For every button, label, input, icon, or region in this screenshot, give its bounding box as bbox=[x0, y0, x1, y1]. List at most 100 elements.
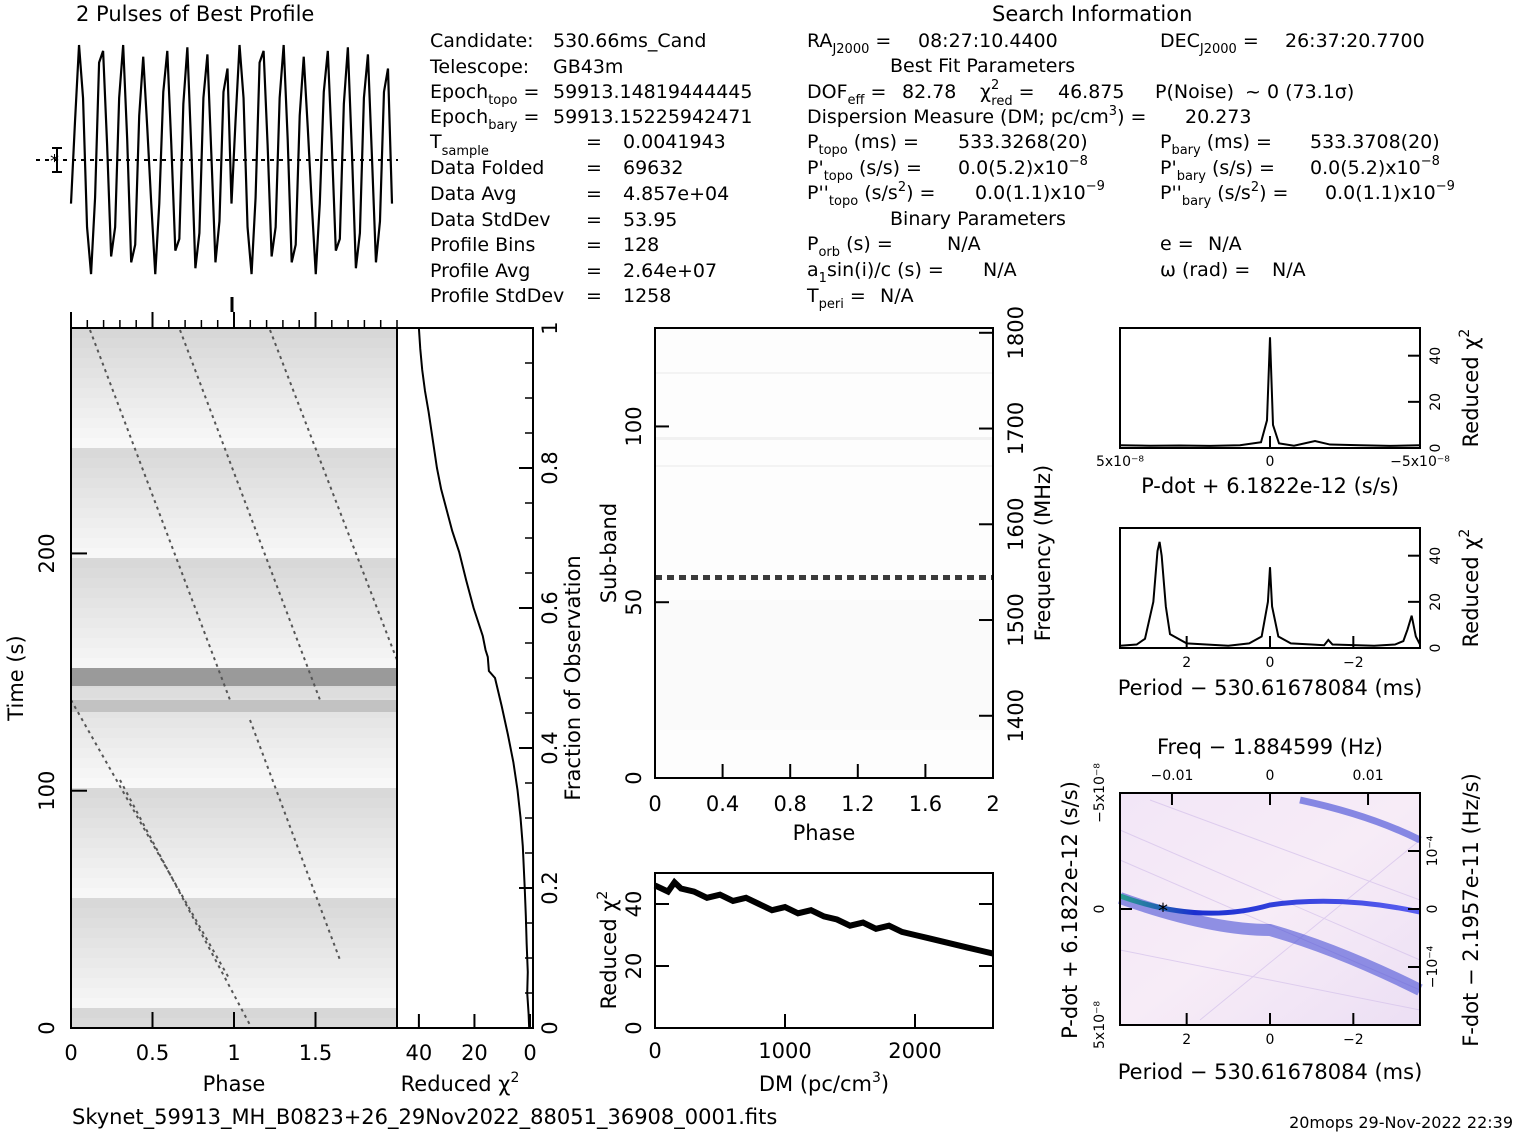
period-ytick-label: 20 bbox=[1428, 593, 1444, 611]
dm-label: Dispersion Measure (DM; pc/cm3) = bbox=[807, 104, 1146, 128]
pdot-xtick-label: 0 bbox=[1266, 454, 1275, 470]
profile-title: 2 Pulses of Best Profile bbox=[76, 2, 314, 26]
dm-chi2-ticks: 0 1000 2000 0 20 40 bbox=[622, 891, 993, 1063]
ppdot-xtick-label: 0 bbox=[1266, 1032, 1275, 1048]
fraction-chi2-xlabel: Reduced χ2 bbox=[401, 1070, 520, 1096]
time-phase-row bbox=[71, 538, 397, 549]
ppdot-ridge-main bbox=[1117, 892, 1423, 996]
time-phase-row bbox=[71, 938, 397, 949]
ppdot-xlabel: Period − 530.61678084 (ms) bbox=[1118, 1060, 1423, 1084]
ppdot-y2label: F-dot − 2.1957e-11 (Hz/s) bbox=[1459, 773, 1483, 1047]
subband-pulse-gap bbox=[830, 575, 835, 580]
ppdot-top-tick-label: 0 bbox=[1266, 768, 1275, 784]
data-avg-value: 4.857e+04 bbox=[623, 183, 729, 205]
time-phase-row bbox=[71, 768, 397, 779]
time-phase-row bbox=[71, 408, 397, 419]
pdot-chi2-line bbox=[1119, 337, 1421, 447]
subband-xtick-label: 0.8 bbox=[773, 792, 806, 816]
time-phase-row bbox=[71, 568, 397, 579]
pddot-topo-value: 0.0(1.1)x10−9 bbox=[975, 179, 1105, 204]
time-phase-ylabel: Time (s) bbox=[4, 635, 28, 721]
profile-line bbox=[69, 44, 394, 275]
time-phase-row bbox=[71, 488, 397, 499]
time-phase-row bbox=[71, 738, 397, 749]
time-phase-row bbox=[71, 958, 397, 969]
pdot-xtick-label: −5x10⁻⁸ bbox=[1390, 454, 1450, 470]
time-phase-row bbox=[71, 438, 397, 449]
time-phase-row bbox=[71, 888, 397, 899]
dm-chi2-panel: 0 1000 2000 0 20 40 DM (pc/cm3) Reduced χ2 bbox=[595, 872, 994, 1096]
chi2-red-value: 46.875 bbox=[1058, 81, 1124, 103]
subband-xtick-label: 0 bbox=[648, 792, 661, 816]
ppdot-ticks: 2 0 −2 −0.01 0 0.01 5x10⁻⁸ 0 −5x10⁻⁸ −10⁻⁴ 0 10⁻⁴ bbox=[1092, 763, 1441, 1049]
footer-stamp: 20mops 29-Nov-2022 22:39 bbox=[1289, 1113, 1513, 1132]
subband-pulse-gap bbox=[674, 575, 679, 580]
subband-ytick-label: 100 bbox=[622, 406, 646, 446]
time-phase-panel: 0 0.5 1 1.5 0 100 200 Phase Time (s) bbox=[4, 312, 398, 1096]
subband-phase-panel: 0 0.4 0.8 1.2 1.6 2 0 50 100 1400 1500 1600 1700 1800… bbox=[597, 306, 1055, 845]
dof-value: 82.78 bbox=[902, 81, 956, 103]
candidate-value: 530.66ms_Cand bbox=[553, 30, 706, 52]
dm-xtick-label: 0 bbox=[648, 1039, 661, 1063]
time-phase-xtick-label: 1 bbox=[227, 1041, 240, 1065]
fraction-xtick-label: 40 bbox=[406, 1041, 433, 1065]
ppdot-ridge-upper bbox=[1299, 796, 1422, 844]
subband-pulse-gap bbox=[734, 575, 739, 580]
time-phase-xtick-label: 0 bbox=[64, 1041, 77, 1065]
subband-band-gaps bbox=[662, 575, 991, 580]
time-phase-row bbox=[71, 998, 397, 1009]
ppdot-top-label: Freq − 1.884599 (Hz) bbox=[1157, 735, 1383, 759]
time-phase-row bbox=[71, 398, 397, 409]
time-phase-row bbox=[71, 498, 397, 509]
time-phase-row bbox=[71, 378, 397, 389]
subband-y2tick-label: 1400 bbox=[1004, 689, 1028, 742]
time-phase-row bbox=[71, 828, 397, 839]
subband-pulse-gap bbox=[914, 575, 919, 580]
time-phase-row bbox=[71, 918, 397, 929]
subband-pulse-gap bbox=[926, 575, 931, 580]
time-phase-row bbox=[71, 788, 397, 799]
p-bary-label: Pbary (ms) = bbox=[1160, 131, 1272, 158]
period-chi2-line bbox=[1119, 541, 1421, 647]
subband-xtick-label: 1.6 bbox=[909, 792, 942, 816]
data-avg-label: Data Avg bbox=[430, 183, 517, 205]
time-phase-row bbox=[71, 988, 397, 999]
p-noise-label: P(Noise) bbox=[1155, 81, 1234, 103]
pdot-ytick-label: 0 bbox=[1428, 444, 1444, 453]
time-phase-ytick-label: 200 bbox=[35, 533, 59, 573]
time-phase-row bbox=[71, 348, 397, 359]
time-phase-row bbox=[71, 898, 397, 909]
time-phase-row bbox=[71, 578, 397, 589]
chi2-red-label: χ2 red = bbox=[980, 78, 1035, 109]
profile-panel: 2 Pulses of Best Profile * bbox=[36, 2, 398, 312]
subband-y2tick-label: 1700 bbox=[1004, 402, 1028, 455]
time-phase-row bbox=[71, 948, 397, 959]
dof-label: DOFeff = bbox=[807, 81, 886, 108]
profile-avg-eq: = bbox=[586, 260, 602, 282]
dm-ylabel: Reduced χ2 bbox=[595, 891, 621, 1010]
t-sample-eq: = bbox=[586, 131, 602, 153]
time-phase-row bbox=[71, 778, 397, 789]
pdot-topo-value: 0.0(5.2)x10−8 bbox=[958, 154, 1088, 179]
data-stddev-label: Data StdDev bbox=[430, 209, 551, 231]
period-xtick-label: 2 bbox=[1182, 655, 1191, 671]
time-phase-ytick-label: 0 bbox=[35, 1021, 59, 1034]
subband-pulse-gap bbox=[758, 575, 763, 580]
time-phase-row bbox=[71, 838, 397, 849]
epoch-topo-label: Epochtopo = bbox=[430, 81, 539, 108]
time-phase-row bbox=[71, 848, 397, 859]
time-phase-row bbox=[71, 818, 397, 829]
subband-pulse-gap bbox=[890, 575, 895, 580]
time-phase-row bbox=[71, 758, 397, 769]
time-phase-row bbox=[71, 700, 397, 712]
dm-ytick-label: 0 bbox=[622, 1021, 646, 1034]
time-phase-xtick-label: 0.5 bbox=[136, 1041, 169, 1065]
t-sample-label: Tsample bbox=[429, 131, 489, 159]
subband-pulse-gap bbox=[938, 575, 943, 580]
period-ylabel: Reduced χ2 bbox=[1457, 529, 1483, 648]
dm-chi2-line bbox=[653, 877, 994, 957]
telescope-value: GB43m bbox=[553, 56, 623, 78]
ppdot-best-marker: * bbox=[1158, 899, 1168, 923]
ppdot-y2tick-label: −10⁻⁴ bbox=[1425, 945, 1441, 988]
time-phase-row bbox=[71, 968, 397, 979]
